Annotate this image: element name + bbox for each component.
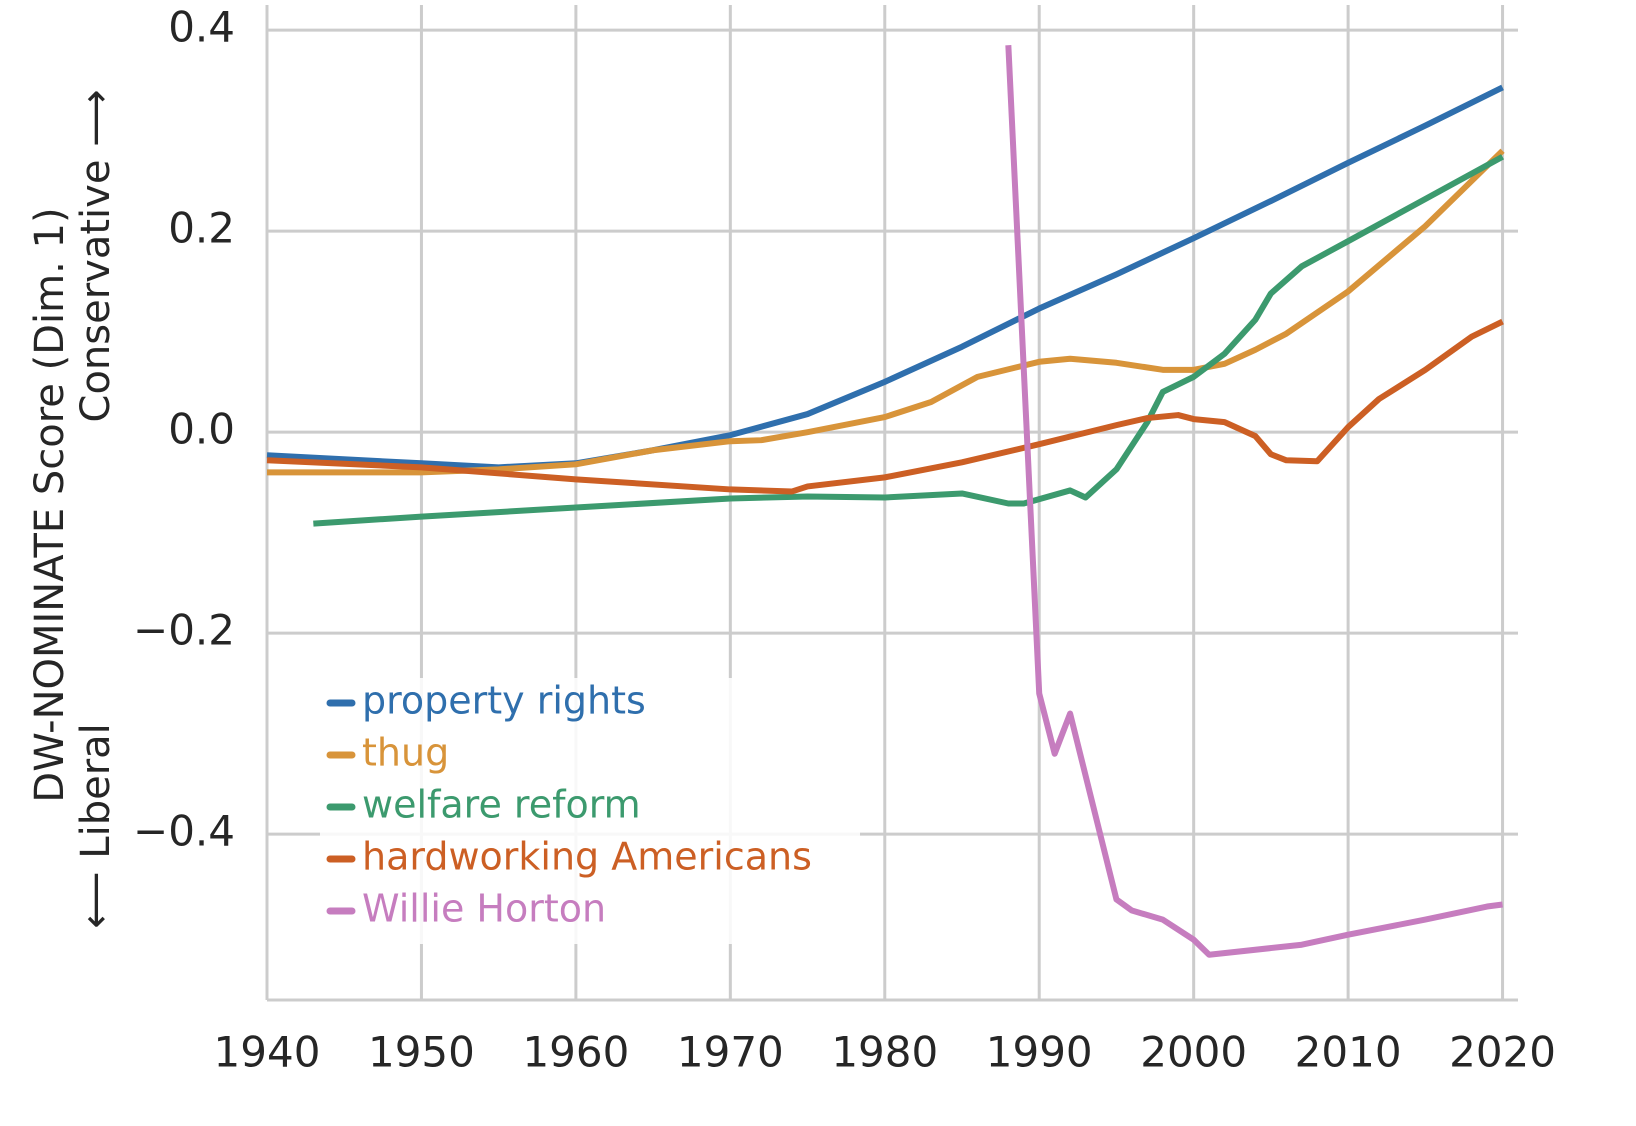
legend-label: property rights [362,679,646,723]
legend-label: thug [362,731,449,775]
x-tick-label: 1940 [214,1028,321,1077]
legend-box [320,678,860,944]
y-axis-label: DW-NOMINATE Score (Dim. 1) [27,207,73,802]
series-line [267,148,1505,476]
y-axis-label-low: ⟵ Liberal [73,723,119,929]
x-tick-label: 2010 [1295,1028,1402,1077]
x-tick-label: 1950 [368,1028,475,1077]
x-tick-label: 1980 [831,1028,938,1077]
x-tick-label: 1970 [677,1028,784,1077]
x-tick-label: 2000 [1140,1028,1247,1077]
y-tick-label: −0.4 [133,807,235,856]
legend-label: Willie Horton [362,887,606,931]
y-tick-label: 0.2 [168,204,235,253]
legend: property rights thug welfare reform hardwor… [320,678,860,944]
x-tick-label: 1990 [986,1028,1093,1077]
y-axis-label-high: Conservative ⟶ [73,90,119,423]
y-tick-label: 0.0 [168,405,235,454]
x-tick-label: 2020 [1449,1028,1556,1077]
y-tick-label: −0.2 [133,606,235,655]
series-line [1005,45,1503,958]
legend-label: welfare reform [362,783,641,827]
series-line [266,318,1504,495]
legend-label: hardworking Americans [362,835,812,879]
y-tick-label: 0.4 [168,3,235,52]
x-tick-label: 1960 [522,1028,629,1077]
series-line [313,154,1504,527]
